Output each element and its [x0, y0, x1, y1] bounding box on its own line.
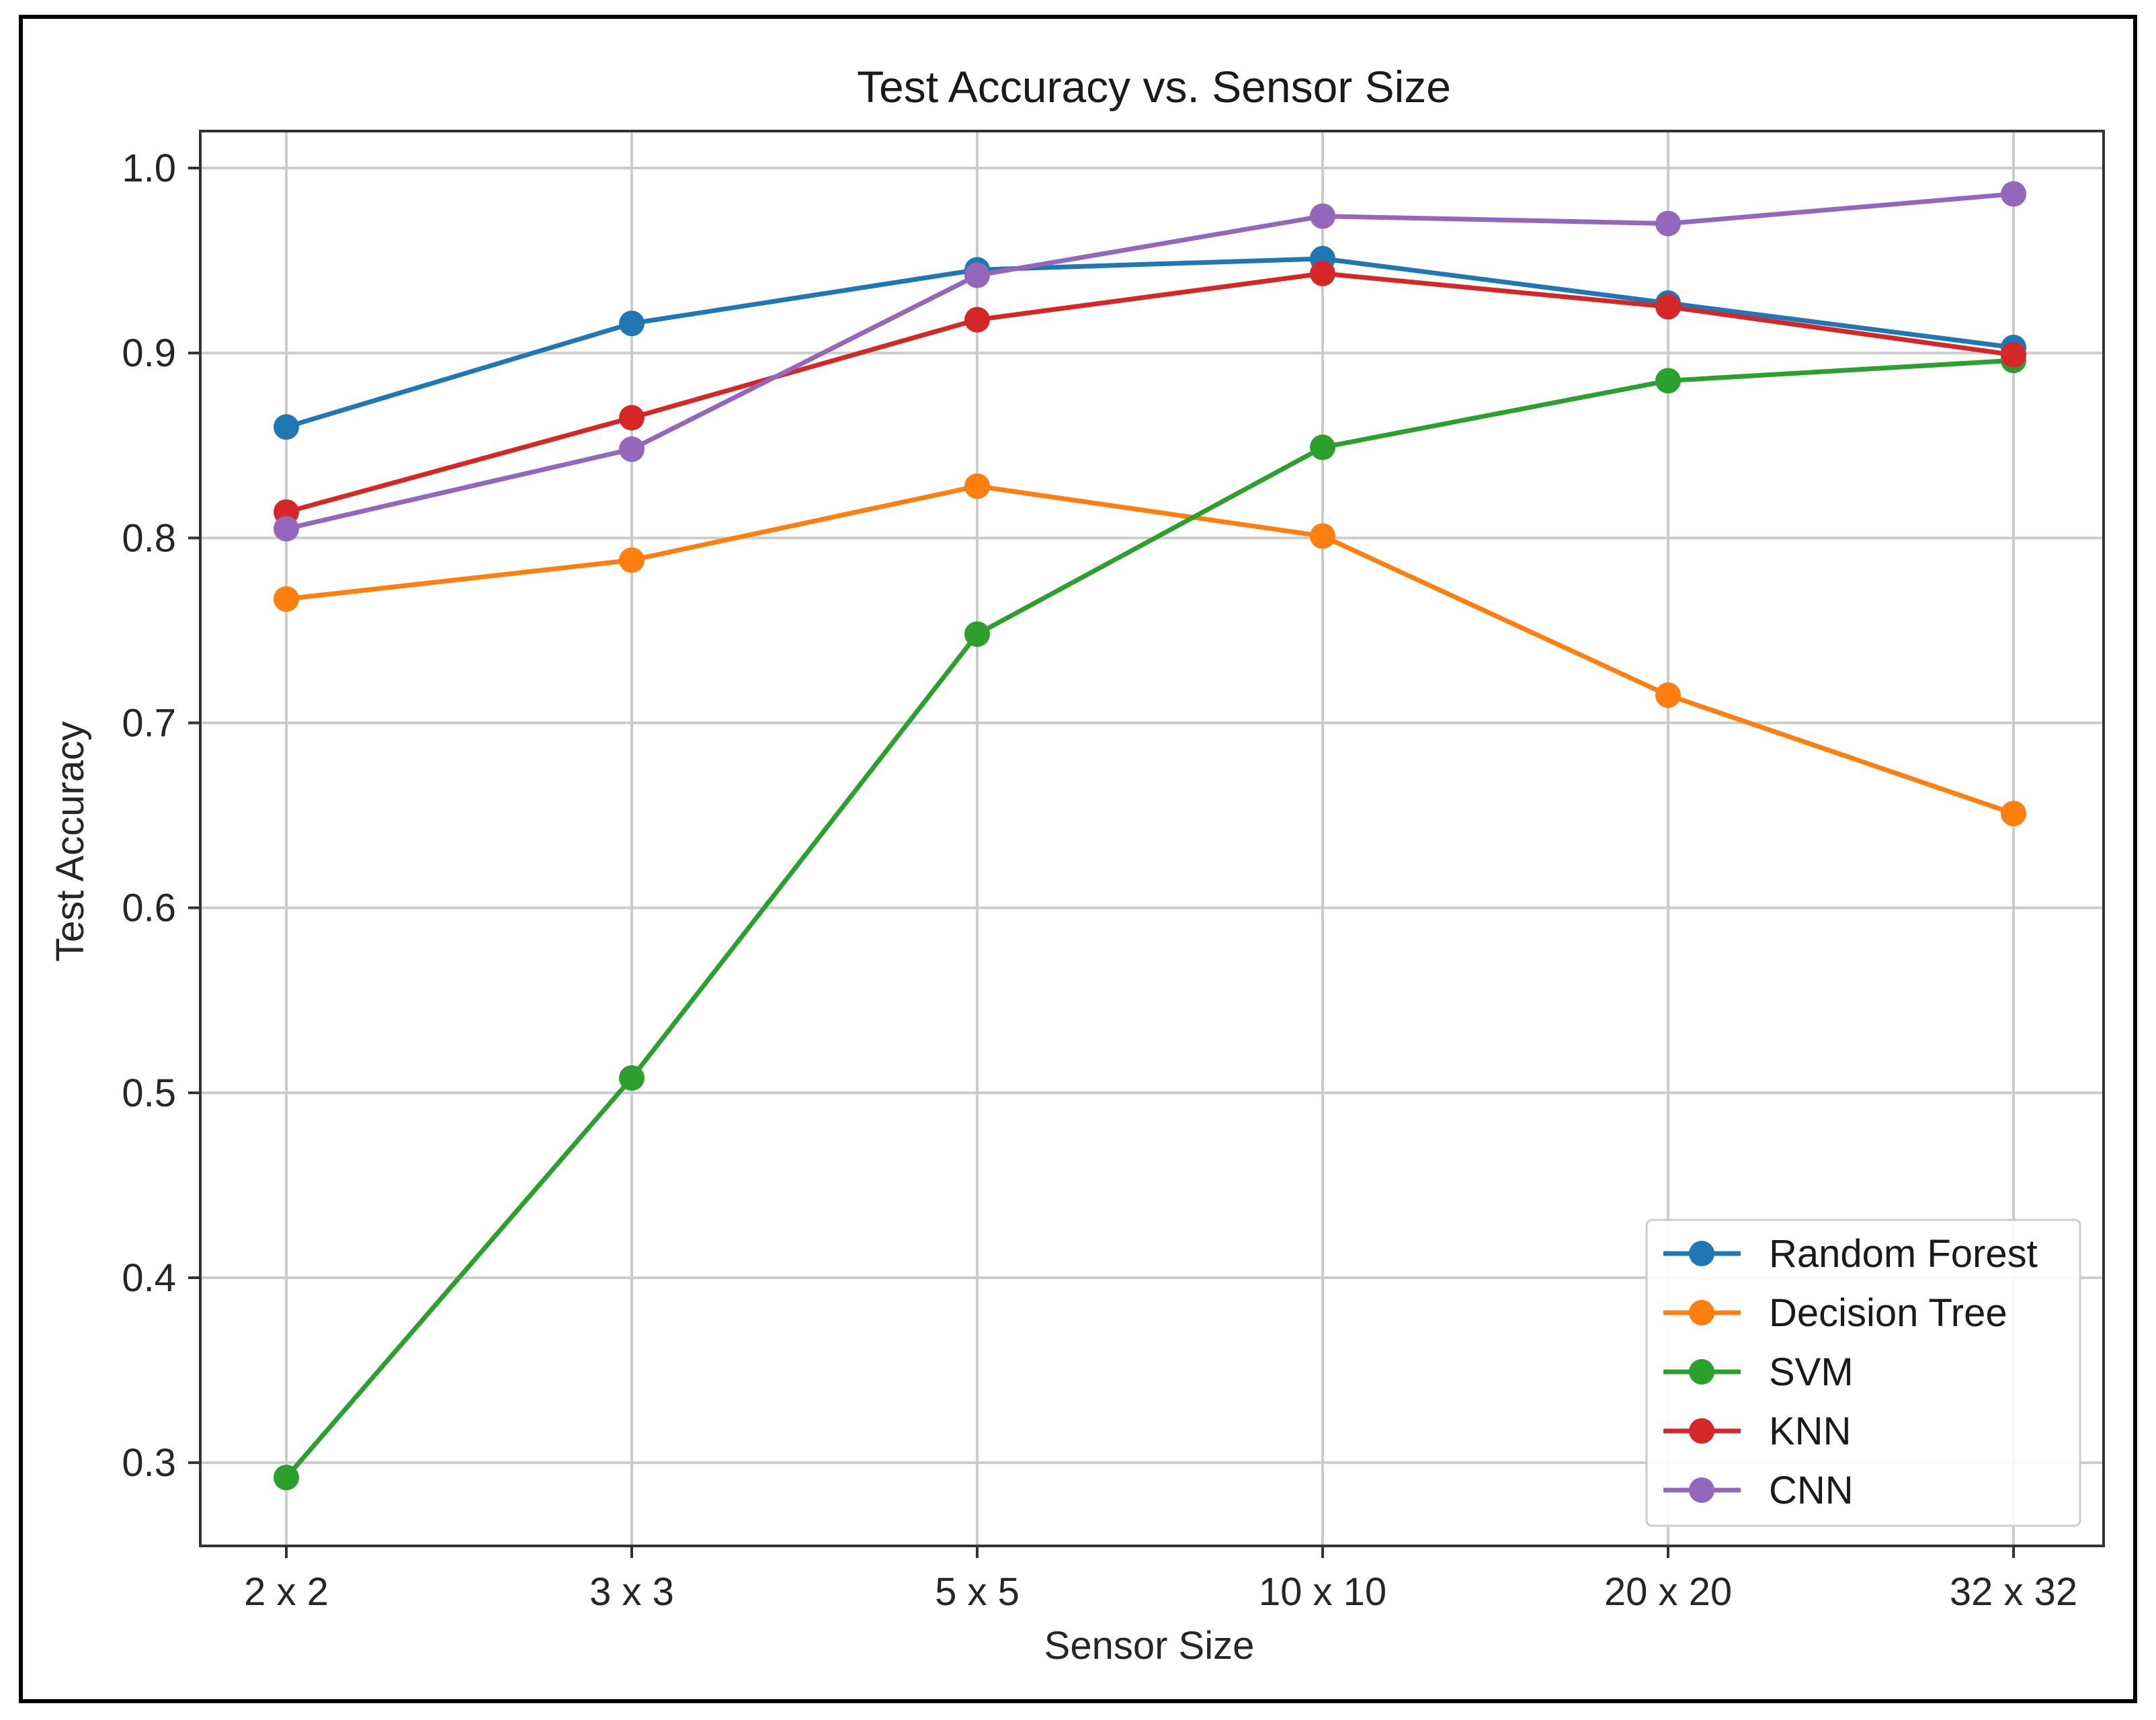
- legend-marker: [1689, 1418, 1714, 1444]
- y-tick-label: 0.7: [122, 702, 176, 745]
- y-tick-label: 0.6: [122, 887, 176, 930]
- series-svm: [274, 347, 2026, 1491]
- legend-marker: [1689, 1300, 1714, 1325]
- legend-box: [1645, 1219, 2081, 1527]
- data-point: [274, 414, 299, 440]
- series-line: [284, 192, 2016, 532]
- data-point: [2001, 341, 2026, 368]
- y-tick-label: 0.3: [122, 1441, 176, 1485]
- legend-marker: [1689, 1477, 1714, 1503]
- data-point: [964, 621, 990, 647]
- data-point: [2001, 181, 2026, 207]
- legend-item: Decision Tree: [1663, 1291, 2007, 1335]
- data-point: [274, 586, 299, 612]
- data-point: [1655, 368, 1681, 394]
- legend-label: Random Forest: [1769, 1232, 2038, 1276]
- series-line: [284, 358, 2016, 1480]
- legend-item: Random Forest: [1663, 1232, 2038, 1276]
- data-point: [2001, 801, 2026, 827]
- x-tick-label: 32 x 32: [1950, 1570, 2077, 1614]
- data-point: [1655, 210, 1681, 237]
- chart-title: Test Accuracy vs. Sensor Size: [857, 62, 1451, 112]
- data-point: [619, 405, 645, 431]
- legend-label: Decision Tree: [1769, 1291, 2007, 1335]
- legend: Random Forest Decision Tree SVM KNN CNN: [1645, 1219, 2081, 1527]
- data-point: [1310, 260, 1335, 286]
- data-point: [619, 436, 645, 462]
- legend-item: CNN: [1663, 1469, 1854, 1512]
- data-point: [964, 262, 990, 288]
- series-random-forest: [274, 245, 2026, 440]
- y-tick-label: 0.8: [122, 516, 176, 560]
- legend-items: Random Forest Decision Tree SVM KNN CNN: [1663, 1232, 2038, 1512]
- x-tick-label: 20 x 20: [1604, 1570, 1732, 1614]
- data-point: [964, 473, 990, 499]
- data-point: [1655, 294, 1681, 320]
- legend-marker: [1689, 1359, 1714, 1385]
- y-axis-ticks: 0.3 0.4 0.5 0.6 0.7 0.8 0.9 1.0: [122, 147, 200, 1485]
- series-knn: [274, 260, 2026, 525]
- legend-label: CNN: [1769, 1469, 1854, 1512]
- series-line: [284, 271, 2016, 515]
- y-axis-title: Test Accuracy: [48, 721, 92, 962]
- legend-item: SVM: [1663, 1350, 1854, 1394]
- x-axis-title: Sensor Size: [1044, 1624, 1255, 1668]
- data-point: [1310, 203, 1335, 229]
- series-cnn: [274, 181, 2026, 542]
- y-tick-label: 0.9: [122, 331, 176, 375]
- x-tick-label: 2 x 2: [244, 1570, 329, 1614]
- y-tick-label: 0.4: [122, 1256, 176, 1300]
- y-tick-label: 1.0: [122, 147, 176, 190]
- data-point: [274, 516, 299, 542]
- data-point: [619, 311, 645, 337]
- plot-area: [199, 130, 2105, 1547]
- data-point: [1310, 523, 1335, 549]
- series-line: [284, 483, 2016, 816]
- legend-marker: [1689, 1241, 1714, 1266]
- data-point: [274, 1465, 299, 1491]
- series-decision-tree: [274, 473, 2026, 827]
- x-tick-label: 10 x 10: [1259, 1570, 1386, 1614]
- x-tick-label: 3 x 3: [589, 1570, 674, 1614]
- legend-item: KNN: [1663, 1409, 1851, 1453]
- data-point: [619, 547, 645, 573]
- x-tick-label: 5 x 5: [935, 1570, 1020, 1614]
- series-lines: [274, 181, 2026, 1491]
- series-line: [284, 256, 2016, 429]
- data-point: [1310, 434, 1335, 460]
- data-point: [1655, 682, 1681, 708]
- data-point: [964, 306, 990, 333]
- x-axis-ticks: 2 x 2 3 x 3 5 x 5 10 x 10 20 x 20 32 x 32: [244, 1546, 2077, 1614]
- legend-label: KNN: [1769, 1409, 1851, 1453]
- y-tick-label: 0.5: [122, 1071, 176, 1115]
- legend-label: SVM: [1769, 1350, 1854, 1394]
- data-point: [619, 1065, 645, 1091]
